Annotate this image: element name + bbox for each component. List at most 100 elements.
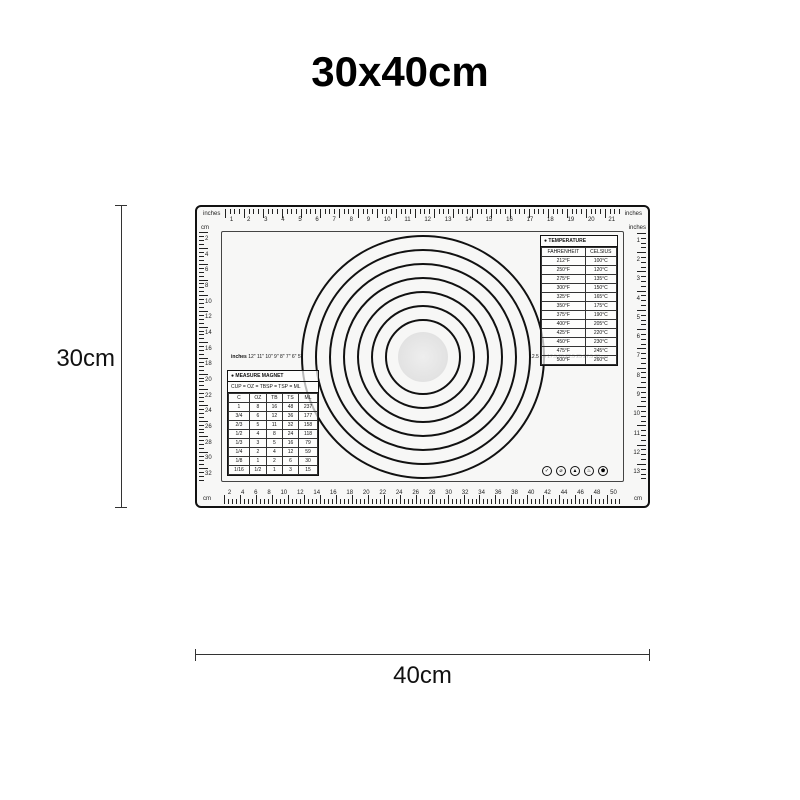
ruler-label: 3: [624, 276, 640, 282]
ruler-label: 22: [379, 490, 386, 496]
ruler-label: 4: [205, 252, 221, 258]
ruler-label: 32: [205, 471, 221, 477]
ruler-label: 15: [486, 217, 493, 223]
dim-horizontal-line: [195, 654, 650, 655]
ruler-label: 24: [205, 408, 221, 414]
ruler-label: 9: [624, 392, 640, 398]
title: 30x40cm: [0, 48, 800, 96]
safety-icons: ✓ ⌀ ▲ ♨ ⬟: [542, 466, 608, 476]
temperature-title: ● TEMPERATURE: [541, 236, 617, 247]
dim-vertical-label: 30cm: [45, 345, 115, 373]
safety-icon: ✓: [542, 466, 552, 476]
ruler-label: 8: [267, 490, 270, 496]
ruler-label: 11: [404, 217, 410, 223]
ruler-label: 20: [588, 217, 595, 223]
ruler-label: 8: [350, 217, 353, 223]
ruler-label: 28: [205, 440, 221, 446]
dim-v-tick-top: [115, 205, 127, 206]
ruler-label: 1: [230, 217, 233, 223]
ruler-right-labels: 12345678910111213: [624, 207, 640, 506]
measure-subtitle: CUP = OZ = TBSP = TSP = ML: [228, 382, 318, 393]
ruler-label: 12: [205, 314, 221, 320]
ruler-label: 2: [205, 236, 221, 242]
ruler-label: 22: [205, 393, 221, 399]
measure-title: ● MEASURE MAGNET: [228, 371, 318, 382]
dim-v-tick-bottom: [115, 507, 127, 508]
ruler-label: 16: [506, 217, 513, 223]
ruler-label: 5: [298, 217, 301, 223]
ruler-label: 10: [205, 299, 221, 305]
dim-h-tick-left: [195, 649, 196, 661]
ruler-label: 44: [561, 490, 568, 496]
ruler-label: 4: [624, 296, 640, 302]
measure-table: ● MEASURE MAGNET CUP = OZ = TBSP = TSP =…: [227, 370, 319, 476]
ruler-label: 6: [254, 490, 257, 496]
ruler-label: 30: [205, 455, 221, 461]
ruler-label: 5: [624, 315, 640, 321]
concentric-circles: [301, 235, 545, 479]
ruler-label: 8: [624, 373, 640, 379]
dim-h-tick-right: [649, 649, 650, 661]
ruler-label: 14: [313, 490, 320, 496]
ruler-label: 12: [624, 450, 640, 456]
safety-icon: ♨: [584, 466, 594, 476]
ruler-label: 20: [363, 490, 370, 496]
ruler-label: 12: [297, 490, 304, 496]
ruler-label: 4: [241, 490, 244, 496]
ruler-label: 26: [205, 424, 221, 430]
ruler-label: 10: [624, 411, 640, 417]
ruler-label: 17: [527, 217, 534, 223]
ruler-label: 2: [624, 257, 640, 263]
ruler-left-labels: 2468101214161820222426283032: [205, 207, 221, 506]
ruler-label: 21: [608, 217, 615, 223]
ruler-label: 48: [594, 490, 601, 496]
ruler-label: 11: [624, 431, 640, 437]
ruler-label: 24: [396, 490, 403, 496]
baking-mat: inches inches cm cm cm inches 1234567891…: [195, 205, 650, 508]
ruler-label: 7: [624, 353, 640, 359]
ruler-label: 7: [333, 217, 336, 223]
ruler-label: 30: [445, 490, 452, 496]
ruler-label: 40: [528, 490, 535, 496]
ruler-label: 10: [384, 217, 391, 223]
dim-horizontal-label: 40cm: [195, 662, 650, 690]
ruler-label: 13: [445, 217, 452, 223]
ruler-label: 6: [624, 334, 640, 340]
ruler-label: 4: [281, 217, 284, 223]
ruler-label: 10: [280, 490, 287, 496]
dim-vertical-line: [121, 205, 122, 508]
ruler-label: 18: [346, 490, 353, 496]
ruler-label: 32: [462, 490, 469, 496]
ruler-label: 16: [205, 346, 221, 352]
ruler-label: 20: [205, 377, 221, 383]
safety-icon: ▲: [570, 466, 580, 476]
ruler-label: 3: [264, 217, 267, 223]
ruler-label: 14: [205, 330, 221, 336]
ruler-label: 6: [205, 267, 221, 273]
temperature-table: ● TEMPERATURE FAHRENHEITCELSIUS212°F100°…: [540, 235, 618, 366]
ruler-label: 8: [205, 283, 221, 289]
ruler-label: 19: [567, 217, 574, 223]
ruler-label: 36: [495, 490, 502, 496]
ruler-label: 28: [429, 490, 436, 496]
safety-icon: ⌀: [556, 466, 566, 476]
ruler-label: 1: [624, 238, 640, 244]
ruler-label: 13: [624, 469, 640, 475]
ruler-label: 46: [577, 490, 584, 496]
ruler-label: 2: [228, 490, 231, 496]
ruler-label: 2: [247, 217, 250, 223]
ruler-label: 42: [544, 490, 551, 496]
circle-labels-inches: inches 12" 11" 10" 9" 8" 7" 6" 5": [231, 354, 302, 360]
ruler-label: 38: [511, 490, 518, 496]
circle-center: [398, 332, 448, 382]
ruler-label: 34: [478, 490, 485, 496]
ruler-label: 9: [367, 217, 370, 223]
safety-icon: ⬟: [598, 466, 608, 476]
ruler-label: 18: [205, 361, 221, 367]
ruler-label: 26: [412, 490, 419, 496]
ruler-label: 12: [424, 217, 431, 223]
ruler-label: 6: [315, 217, 318, 223]
ruler-label: 18: [547, 217, 554, 223]
ruler-label: 16: [330, 490, 337, 496]
ruler-label: 14: [465, 217, 472, 223]
